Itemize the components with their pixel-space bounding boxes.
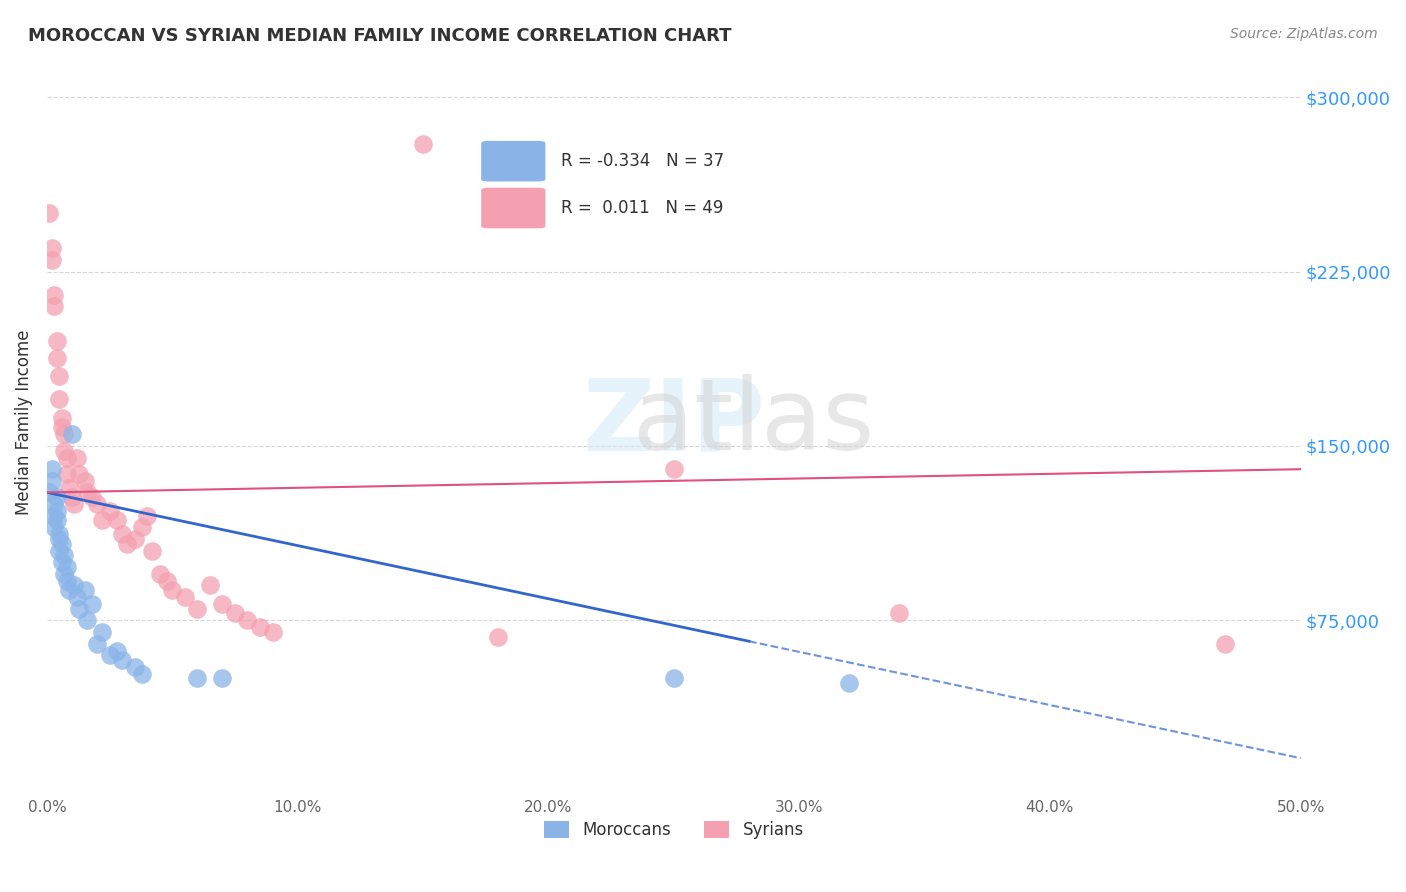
Point <box>124 660 146 674</box>
Point <box>53 548 76 562</box>
Point <box>91 624 114 639</box>
Point <box>91 513 114 527</box>
Point <box>63 497 86 511</box>
Point <box>76 613 98 627</box>
Point <box>56 467 79 481</box>
Point <box>58 583 80 598</box>
Point <box>51 420 73 434</box>
Point <box>41 462 63 476</box>
Point <box>115 536 138 550</box>
Text: ZIP: ZIP <box>582 374 765 471</box>
Point <box>63 578 86 592</box>
Point <box>69 601 91 615</box>
Point <box>48 369 70 384</box>
Text: atlas: atlas <box>474 374 875 471</box>
Point <box>98 648 121 663</box>
Point <box>162 583 184 598</box>
Point <box>662 672 685 686</box>
Point <box>66 590 89 604</box>
Point <box>41 241 63 255</box>
Point <box>38 206 60 220</box>
Point <box>86 636 108 650</box>
Point <box>58 481 80 495</box>
Point <box>186 672 208 686</box>
Point <box>111 527 134 541</box>
Point <box>56 574 79 588</box>
Point <box>98 504 121 518</box>
Point <box>44 520 66 534</box>
Point <box>136 508 159 523</box>
Point <box>60 427 83 442</box>
Point <box>73 583 96 598</box>
Point <box>662 462 685 476</box>
Text: MOROCCAN VS SYRIAN MEDIAN FAMILY INCOME CORRELATION CHART: MOROCCAN VS SYRIAN MEDIAN FAMILY INCOME … <box>28 27 731 45</box>
Point <box>412 136 434 151</box>
Point <box>56 559 79 574</box>
Point <box>73 474 96 488</box>
Point <box>173 590 195 604</box>
Point <box>262 624 284 639</box>
Point <box>80 597 103 611</box>
Point <box>41 474 63 488</box>
Point <box>44 300 66 314</box>
Point <box>236 613 259 627</box>
Point <box>44 497 66 511</box>
Point <box>48 527 70 541</box>
Point <box>838 676 860 690</box>
Point <box>211 672 233 686</box>
Point <box>486 630 509 644</box>
Point <box>45 351 67 365</box>
Point <box>66 450 89 465</box>
Point <box>889 607 911 621</box>
Point <box>211 597 233 611</box>
Point <box>48 543 70 558</box>
Text: Source: ZipAtlas.com: Source: ZipAtlas.com <box>1230 27 1378 41</box>
Point <box>156 574 179 588</box>
Point <box>1215 636 1237 650</box>
Point <box>41 252 63 267</box>
Point <box>53 566 76 581</box>
Point <box>141 543 163 558</box>
Point <box>224 607 246 621</box>
Point <box>53 427 76 442</box>
Point <box>124 532 146 546</box>
Legend: Moroccans, Syrians: Moroccans, Syrians <box>537 814 810 846</box>
Point <box>38 485 60 500</box>
Point <box>131 520 153 534</box>
Point <box>105 643 128 657</box>
Point <box>45 490 67 504</box>
Point <box>111 653 134 667</box>
Point <box>80 490 103 504</box>
Point <box>44 508 66 523</box>
Point <box>48 532 70 546</box>
Point <box>56 450 79 465</box>
Point <box>249 620 271 634</box>
Y-axis label: Median Family Income: Median Family Income <box>15 330 32 516</box>
Point <box>53 443 76 458</box>
Point <box>45 504 67 518</box>
Point <box>51 536 73 550</box>
Point <box>105 513 128 527</box>
Point <box>44 288 66 302</box>
Point <box>51 555 73 569</box>
Point <box>186 601 208 615</box>
Point <box>60 490 83 504</box>
Point <box>76 485 98 500</box>
Point <box>45 334 67 349</box>
Point <box>69 467 91 481</box>
Point <box>86 497 108 511</box>
Point <box>149 566 172 581</box>
Point <box>48 392 70 407</box>
Point <box>45 513 67 527</box>
Point <box>198 578 221 592</box>
Point <box>131 666 153 681</box>
Point <box>51 411 73 425</box>
